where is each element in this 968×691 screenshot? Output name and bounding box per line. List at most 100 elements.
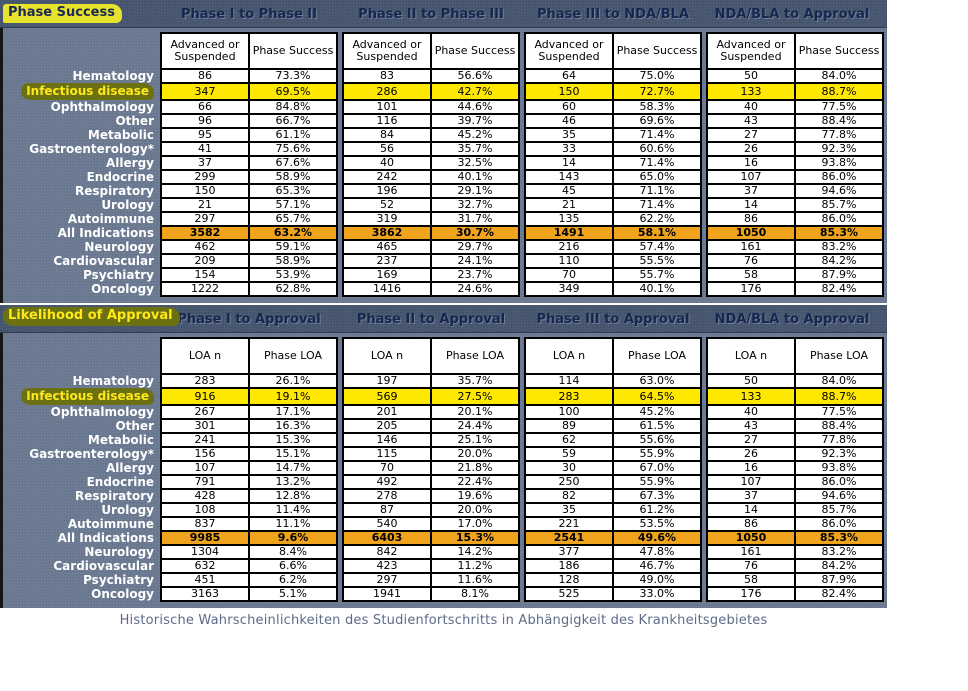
table-row: Neurology 1304 8.4% 842 14.2% 377 47.8% 161 83.2… xyxy=(6,544,884,560)
value-cell: 40 xyxy=(706,404,796,420)
value-cell: 1941 xyxy=(342,586,432,602)
value-cell: 85.3% xyxy=(794,530,884,546)
value-cell: 64.5% xyxy=(612,387,702,406)
value-cell: 85.7% xyxy=(794,197,884,213)
value-cell: 11.6% xyxy=(430,572,520,588)
value-cell: 88.7% xyxy=(794,387,884,406)
value-cell: 21 xyxy=(524,197,614,213)
value-cell: 110 xyxy=(524,253,614,269)
value-cell: 16 xyxy=(706,460,796,476)
value-cell: 89 xyxy=(524,418,614,434)
value-cell: 60.6% xyxy=(612,141,702,157)
value-cell: 57.4% xyxy=(612,239,702,255)
value-cell: 196 xyxy=(342,183,432,199)
value-cell: 176 xyxy=(706,281,796,297)
value-cell: 50 xyxy=(706,373,796,389)
column-header: Phase Success xyxy=(612,32,702,70)
row-label: Infectious disease xyxy=(6,83,161,100)
value-cell: 13.2% xyxy=(248,474,338,490)
value-cell: 349 xyxy=(524,281,614,297)
value-cell: 76 xyxy=(706,558,796,574)
value-cell: 86.0% xyxy=(794,211,884,227)
value-cell: 135 xyxy=(524,211,614,227)
value-cell: 283 xyxy=(160,373,250,389)
value-cell: 77.5% xyxy=(794,99,884,115)
table-row: Other 96 66.7% 116 39.7% 46 69.6% 43 88.4% xyxy=(6,113,884,129)
value-cell: 82 xyxy=(524,488,614,504)
table-row: Gastroenterology* 156 15.1% 115 20.0% 59 55.9%… xyxy=(6,446,884,462)
value-cell: 95 xyxy=(160,127,250,143)
value-cell: 37 xyxy=(706,488,796,504)
column-group-title: Phase I to Approval xyxy=(177,311,321,327)
table-row: Metabolic 241 15.3% 146 25.1% 62 55.6% 27 77.8% xyxy=(6,432,884,448)
row-label: Psychiatry xyxy=(83,268,154,282)
row-label: Infectious disease xyxy=(6,388,161,405)
value-cell: 85.7% xyxy=(794,502,884,518)
table-row: Cardiovascular 632 6.6% 423 11.2% 186 46.7% 76 8… xyxy=(6,558,884,574)
value-cell: 84.0% xyxy=(794,373,884,389)
value-cell: 83 xyxy=(342,68,432,84)
column-header: Advanced or Suspended xyxy=(706,32,796,70)
value-cell: 319 xyxy=(342,211,432,227)
value-cell: 11.2% xyxy=(430,558,520,574)
column-header: Phase LOA xyxy=(248,337,338,375)
value-cell: 22.4% xyxy=(430,474,520,490)
column-header: LOA n xyxy=(524,337,614,375)
value-cell: 61.2% xyxy=(612,502,702,518)
value-cell: 837 xyxy=(160,516,250,532)
table-row: Hematology 283 26.1% 197 35.7% 114 63.0% 50 84.0… xyxy=(6,373,884,389)
value-cell: 146 xyxy=(342,432,432,448)
value-cell: 278 xyxy=(342,488,432,504)
table-row: Metabolic 95 61.1% 84 45.2% 35 71.4% 27 77.8% xyxy=(6,127,884,143)
column-header: LOA n xyxy=(342,337,432,375)
value-cell: 49.0% xyxy=(612,572,702,588)
value-cell: 69.6% xyxy=(612,113,702,129)
value-cell: 24.1% xyxy=(430,253,520,269)
table-row: Urology 108 11.4% 87 20.0% 35 61.2% 14 85.7% xyxy=(6,502,884,518)
value-cell: 492 xyxy=(342,474,432,490)
column-group-titles: Phase I to Phase II Phase II to Phase II… xyxy=(158,0,887,28)
value-cell: 86 xyxy=(160,68,250,84)
value-cell: 16 xyxy=(706,155,796,171)
value-cell: 114 xyxy=(524,373,614,389)
phase-success-section: Phase Success Phase I to Phase II Phase … xyxy=(0,0,887,303)
value-cell: 108 xyxy=(160,502,250,518)
value-cell: 62 xyxy=(524,432,614,448)
row-label: Neurology xyxy=(84,240,154,254)
value-cell: 299 xyxy=(160,169,250,185)
value-cell: 56 xyxy=(342,141,432,157)
column-group-title: NDA/BLA to Approval xyxy=(714,6,870,22)
value-cell: 29.7% xyxy=(430,239,520,255)
row-label-highlight: Infectious disease xyxy=(21,83,154,100)
value-cell: 12.8% xyxy=(248,488,338,504)
value-cell: 42.7% xyxy=(430,82,520,101)
value-cell: 133 xyxy=(706,387,796,406)
value-cell: 569 xyxy=(342,387,432,406)
table-row: Hematology 86 73.3% 83 56.6% 64 75.0% 50 84.0% xyxy=(6,68,884,84)
value-cell: 8.4% xyxy=(248,544,338,560)
value-cell: 154 xyxy=(160,267,250,283)
value-cell: 1050 xyxy=(706,530,796,546)
value-cell: 92.3% xyxy=(794,141,884,157)
table-row: All Indications 3582 63.2% 3862 30.7% 1491 58.… xyxy=(6,225,884,241)
value-cell: 11.4% xyxy=(248,502,338,518)
value-cell: 525 xyxy=(524,586,614,602)
value-cell: 16.3% xyxy=(248,418,338,434)
value-cell: 93.8% xyxy=(794,460,884,476)
table-row: Respiratory 428 12.8% 278 19.6% 82 67.3% 37 94.6… xyxy=(6,488,884,504)
value-cell: 133 xyxy=(706,82,796,101)
value-cell: 39.7% xyxy=(430,113,520,129)
value-cell: 540 xyxy=(342,516,432,532)
value-cell: 55.9% xyxy=(612,446,702,462)
row-label: Ophthalmology xyxy=(50,405,154,419)
row-label: Hematology xyxy=(72,374,154,388)
table-row: Infectious disease 916 19.1% 569 27.5% 283 64.… xyxy=(6,387,884,406)
value-cell: 41 xyxy=(160,141,250,157)
value-cell: 84.2% xyxy=(794,253,884,269)
value-cell: 6403 xyxy=(342,530,432,546)
value-cell: 30.7% xyxy=(430,225,520,241)
row-label: Endocrine xyxy=(86,170,154,184)
row-label: Metabolic xyxy=(87,433,154,447)
section-title-highlight: Likelihood of Approval xyxy=(3,307,180,326)
row-label: Allergy xyxy=(106,461,154,475)
